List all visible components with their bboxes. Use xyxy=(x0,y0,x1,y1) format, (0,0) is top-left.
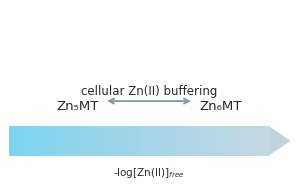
Text: Zn₆MT: Zn₆MT xyxy=(199,100,242,113)
Text: cellular Zn(II) buffering: cellular Zn(II) buffering xyxy=(81,85,217,98)
Text: 9: 9 xyxy=(252,134,261,147)
Polygon shape xyxy=(268,126,291,156)
Text: Zn₅MT: Zn₅MT xyxy=(56,100,99,113)
Text: -log[Zn(II)]$_\mathit{free}$: -log[Zn(II)]$_\mathit{free}$ xyxy=(113,166,185,180)
Text: 11: 11 xyxy=(10,134,28,147)
Text: 10: 10 xyxy=(129,134,148,147)
